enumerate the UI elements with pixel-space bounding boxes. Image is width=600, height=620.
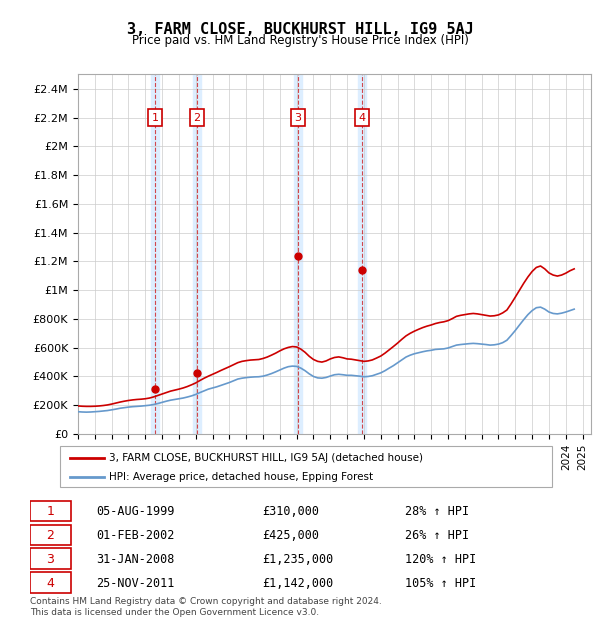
Text: 2: 2 (194, 113, 200, 123)
FancyBboxPatch shape (30, 501, 71, 521)
Text: HPI: Average price, detached house, Epping Forest: HPI: Average price, detached house, Eppi… (109, 472, 373, 482)
Text: 2: 2 (46, 529, 55, 542)
Text: 31-JAN-2008: 31-JAN-2008 (96, 553, 175, 565)
FancyBboxPatch shape (30, 525, 71, 545)
Bar (358, 74, 367, 434)
Text: £425,000: £425,000 (262, 529, 319, 542)
Text: 25-NOV-2011: 25-NOV-2011 (96, 577, 175, 590)
Text: 01-FEB-2002: 01-FEB-2002 (96, 529, 175, 542)
Text: £1,235,000: £1,235,000 (262, 553, 333, 565)
Text: 3: 3 (46, 553, 55, 565)
Text: 26% ↑ HPI: 26% ↑ HPI (406, 529, 469, 542)
Text: Price paid vs. HM Land Registry's House Price Index (HPI): Price paid vs. HM Land Registry's House … (131, 34, 469, 47)
FancyBboxPatch shape (30, 572, 71, 593)
Text: 3: 3 (295, 113, 302, 123)
FancyBboxPatch shape (30, 549, 71, 569)
Text: 3, FARM CLOSE, BUCKHURST HILL, IG9 5AJ (detached house): 3, FARM CLOSE, BUCKHURST HILL, IG9 5AJ (… (109, 453, 423, 464)
Text: £310,000: £310,000 (262, 505, 319, 518)
FancyBboxPatch shape (60, 446, 552, 487)
Text: 3, FARM CLOSE, BUCKHURST HILL, IG9 5AJ: 3, FARM CLOSE, BUCKHURST HILL, IG9 5AJ (127, 22, 473, 37)
Bar (193, 74, 201, 434)
Text: 4: 4 (359, 113, 366, 123)
Text: 28% ↑ HPI: 28% ↑ HPI (406, 505, 469, 518)
Text: 120% ↑ HPI: 120% ↑ HPI (406, 553, 476, 565)
Text: 05-AUG-1999: 05-AUG-1999 (96, 505, 175, 518)
Text: 1: 1 (46, 505, 55, 518)
Text: 105% ↑ HPI: 105% ↑ HPI (406, 577, 476, 590)
Bar (151, 74, 159, 434)
Text: £1,142,000: £1,142,000 (262, 577, 333, 590)
Text: 1: 1 (152, 113, 158, 123)
Bar (294, 74, 302, 434)
Text: Contains HM Land Registry data © Crown copyright and database right 2024.
This d: Contains HM Land Registry data © Crown c… (30, 598, 382, 617)
Text: 4: 4 (46, 577, 55, 590)
